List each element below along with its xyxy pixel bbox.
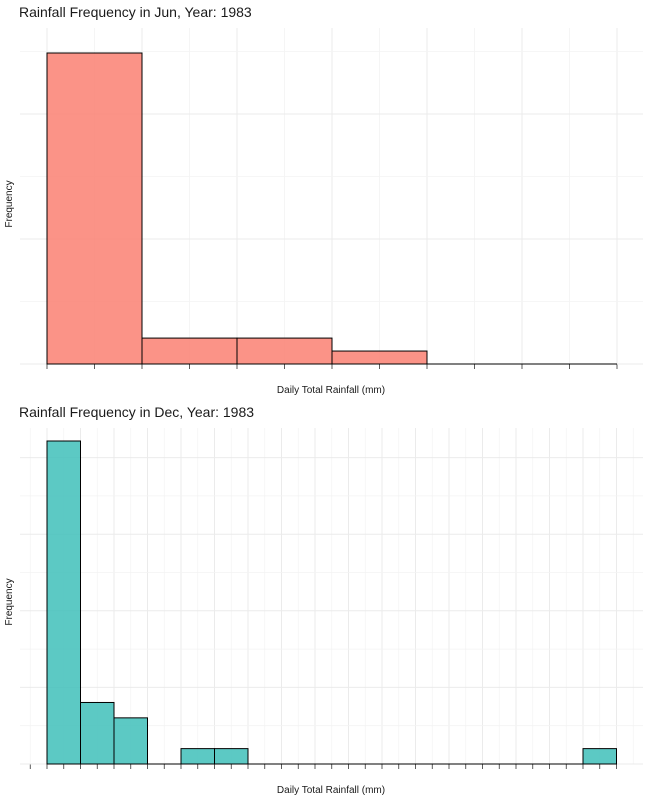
jun-histogram-bar xyxy=(331,350,428,365)
jun-y-axis-label: Frequency xyxy=(4,180,15,227)
jun-histogram-bar xyxy=(46,52,143,365)
dec-chart-title: Rainfall Frequency in Dec, Year: 1983 xyxy=(19,404,254,420)
jun-histogram-bar xyxy=(236,337,333,365)
dec-histogram-bar xyxy=(582,748,617,765)
jun-chart-title: Rainfall Frequency in Jun, Year: 1983 xyxy=(19,4,252,20)
jun-histogram-bar xyxy=(141,337,238,365)
jun-histogram-panel: Rainfall Frequency in Jun, Year: 1983 Fr… xyxy=(4,4,643,396)
dec-x-axis-label: Daily Total Rainfall (mm) xyxy=(277,785,385,796)
dec-histogram-panel: Rainfall Frequency in Dec, Year: 1983 Fr… xyxy=(4,404,643,796)
dec-histogram-bar xyxy=(214,748,249,765)
jun-x-axis-label: Daily Total Rainfall (mm) xyxy=(277,385,385,396)
dec-histogram-bar xyxy=(80,701,115,765)
dec-y-axis-label: Frequency xyxy=(4,578,15,625)
dec-histogram-bar xyxy=(113,717,148,765)
dec-histogram-bar xyxy=(46,440,81,765)
dec-histogram-bar xyxy=(180,748,215,765)
